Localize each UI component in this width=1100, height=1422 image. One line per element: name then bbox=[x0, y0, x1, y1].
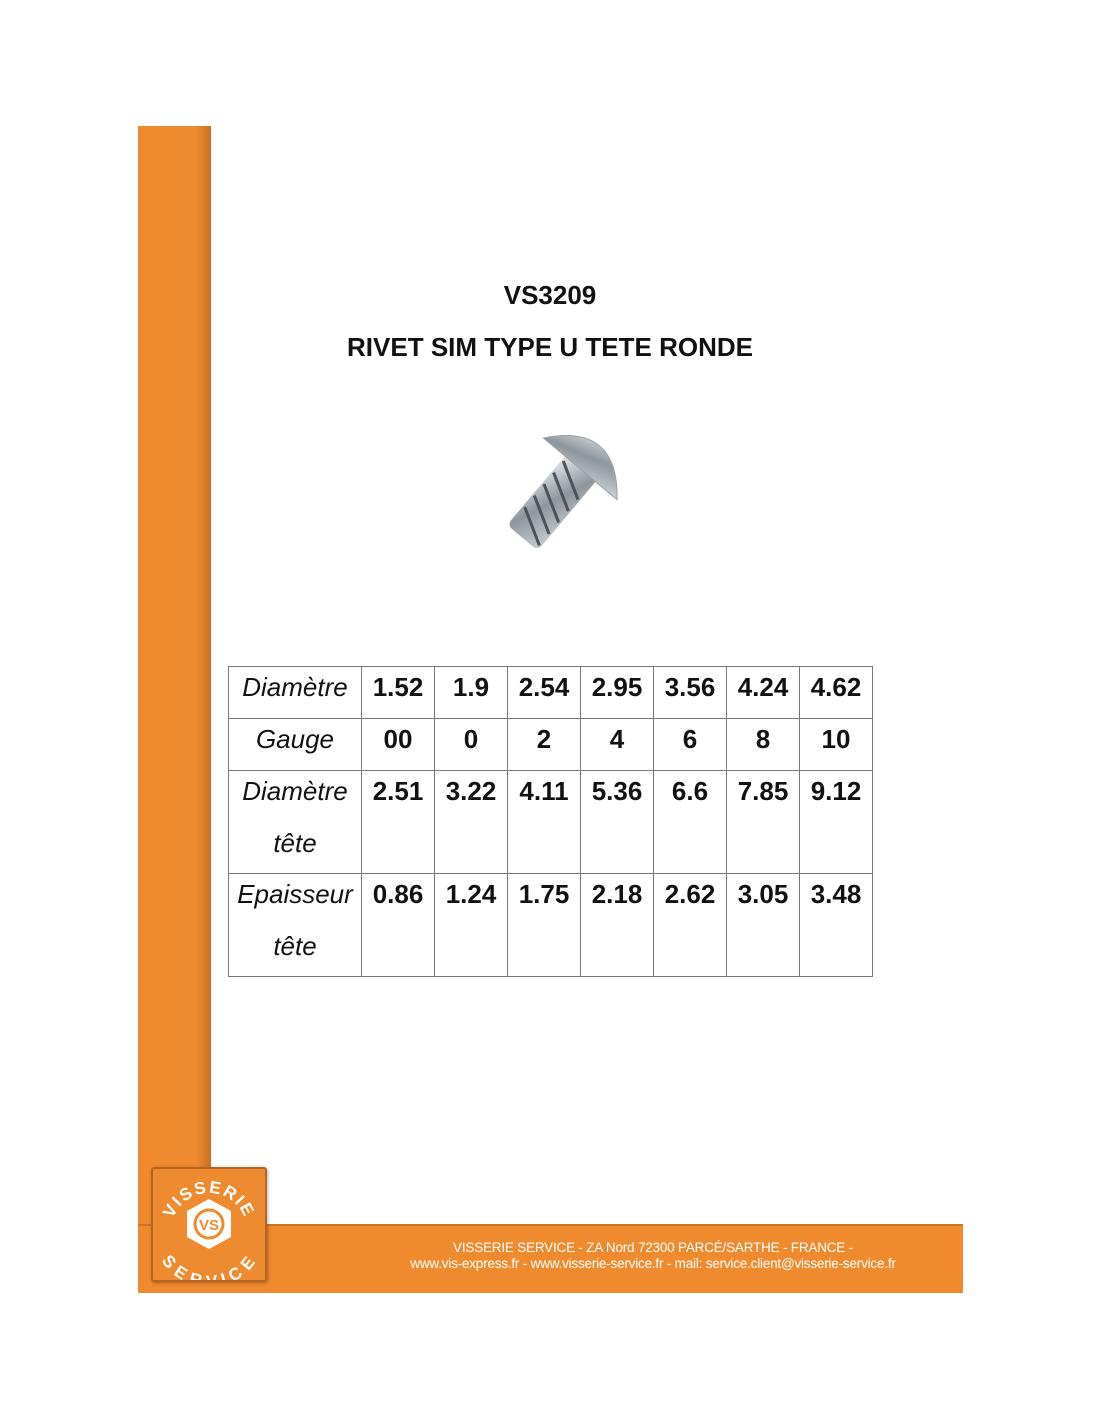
table-cell: 7.85 bbox=[726, 770, 800, 874]
rivet-image bbox=[509, 434, 618, 549]
table-cell: 1.52 bbox=[361, 666, 435, 719]
footer-band: VISSERIE SERVICE - ZA Nord 72300 PARCÉ/S… bbox=[138, 1224, 963, 1293]
footer-contacts: www.vis-express.fr - www.visserie-servic… bbox=[410, 1256, 896, 1271]
table-cell: 3.22 bbox=[434, 770, 508, 874]
table-cell: 3.48 bbox=[799, 873, 873, 977]
row-label: Diamètre tête bbox=[228, 770, 362, 874]
visserie-service-logo: VS VISSERIE SERVICE bbox=[151, 1167, 267, 1291]
row-label: Diamètre bbox=[228, 666, 362, 719]
table-cell: 9.12 bbox=[799, 770, 873, 874]
table-cell: 10 bbox=[799, 718, 873, 771]
table-cell: 2.62 bbox=[653, 873, 727, 977]
table-row: Diamètre tête 2.51 3.22 4.11 5.36 6.6 7.85 9.12 bbox=[228, 770, 873, 874]
table-row: Diamètre 1.52 1.9 2.54 2.95 3.56 4.24 4.62 bbox=[228, 666, 873, 719]
table-cell: 4.11 bbox=[507, 770, 581, 874]
table-row: Epaisseur tête 0.86 1.24 1.75 2.18 2.62 3.05 3.4… bbox=[228, 873, 873, 977]
row-label-line: Diamètre bbox=[242, 776, 348, 806]
footer-address: VISSERIE SERVICE - ZA Nord 72300 PARCÉ/S… bbox=[453, 1240, 853, 1255]
table-cell: 00 bbox=[361, 718, 435, 771]
table-cell: 1.75 bbox=[507, 873, 581, 977]
table-cell: 5.36 bbox=[580, 770, 654, 874]
table-cell: 3.05 bbox=[726, 873, 800, 977]
row-label-line: tête bbox=[273, 828, 317, 858]
row-label: Gauge bbox=[228, 718, 362, 771]
product-code: VS3209 bbox=[503, 280, 597, 310]
product-name: RIVET SIM TYPE U TETE RONDE bbox=[347, 332, 753, 362]
row-label-line: tête bbox=[273, 931, 317, 961]
table-cell: 2.51 bbox=[361, 770, 435, 874]
table-cell: 1.9 bbox=[434, 666, 508, 719]
table-cell: 6 bbox=[653, 718, 727, 771]
table-cell: 4 bbox=[580, 718, 654, 771]
svg-text:VS: VS bbox=[199, 1217, 219, 1234]
svg-text:SERVICE: SERVICE bbox=[158, 1251, 260, 1280]
row-label: Epaisseur tête bbox=[228, 873, 362, 977]
row-label-line: Diamètre bbox=[242, 672, 348, 702]
table-cell: 2.18 bbox=[580, 873, 654, 977]
specifications-table: Diamètre 1.52 1.9 2.54 2.95 3.56 4.24 4.62 Gauge… bbox=[228, 666, 873, 977]
row-label-line: Epaisseur bbox=[237, 879, 353, 909]
orange-sidebar bbox=[138, 126, 211, 1293]
table-cell: 0 bbox=[434, 718, 508, 771]
table-cell: 2.54 bbox=[507, 666, 581, 719]
table-cell: 8 bbox=[726, 718, 800, 771]
table-cell: 4.62 bbox=[799, 666, 873, 719]
table-row: Gauge 00 0 2 4 6 8 10 bbox=[228, 718, 873, 771]
table-cell: 1.24 bbox=[434, 873, 508, 977]
table-cell: 3.56 bbox=[653, 666, 727, 719]
table-cell: 2 bbox=[507, 718, 581, 771]
table-cell: 2.95 bbox=[580, 666, 654, 719]
row-label-line: Gauge bbox=[255, 724, 335, 754]
table-cell: 6.6 bbox=[653, 770, 727, 874]
table-cell: 4.24 bbox=[726, 666, 800, 719]
table-cell: 0.86 bbox=[361, 873, 435, 977]
